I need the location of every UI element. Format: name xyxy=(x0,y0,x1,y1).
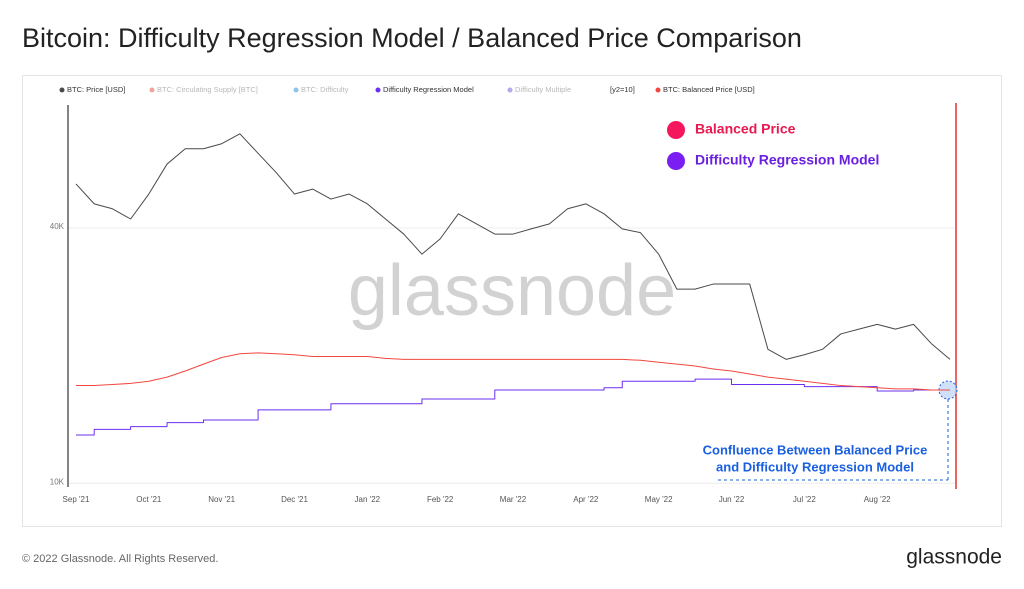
legend-marker xyxy=(59,87,65,93)
x-tick-label: Jun '22 xyxy=(719,495,745,504)
x-tick-label: Jul '22 xyxy=(793,495,816,504)
legend-label: BTC: Circulating Supply [BTC] xyxy=(157,85,258,94)
watermark: glassnode xyxy=(348,251,676,331)
legend-note: [y2=10] xyxy=(610,85,635,94)
annotation-label: Difficulty Regression Model xyxy=(695,152,879,168)
copyright: © 2022 Glassnode. All Rights Reserved. xyxy=(22,553,218,565)
legend-label: Difficulty Regression Model xyxy=(383,85,474,94)
x-tick-label: Mar '22 xyxy=(500,495,527,504)
annotation-label: Balanced Price xyxy=(695,121,796,137)
y-tick-label: 40K xyxy=(50,222,65,231)
chart-frame xyxy=(22,75,1002,527)
x-tick-label: May '22 xyxy=(645,495,673,504)
x-tick-label: Dec '21 xyxy=(281,495,308,504)
legend-marker xyxy=(507,87,513,93)
x-tick-label: Jan '22 xyxy=(355,495,381,504)
callout-text: Confluence Between Balanced Price xyxy=(703,442,928,457)
legend-label: BTC: Balanced Price [USD] xyxy=(663,85,755,94)
legend-marker xyxy=(293,87,299,93)
legend-label: Difficulty Multiple xyxy=(515,85,571,94)
callout-text: and Difficulty Regression Model xyxy=(716,459,914,474)
legend-label: BTC: Price [USD] xyxy=(67,85,125,94)
series-line xyxy=(76,352,950,391)
x-tick-label: Sep '21 xyxy=(63,495,90,504)
series-line xyxy=(75,133,951,360)
legend-label: BTC: Difficulty xyxy=(301,85,349,94)
x-tick-label: Feb '22 xyxy=(427,495,454,504)
x-tick-label: Aug '22 xyxy=(864,495,891,504)
legend-marker xyxy=(149,87,155,93)
x-tick-label: Oct '21 xyxy=(136,495,162,504)
page-title: Bitcoin: Difficulty Regression Model / B… xyxy=(22,23,802,53)
series-line xyxy=(76,378,950,436)
legend-marker xyxy=(655,87,661,93)
legend-marker xyxy=(375,87,381,93)
footer-logo: glassnode xyxy=(906,546,1002,569)
annotation-marker xyxy=(667,152,685,170)
x-tick-label: Apr '22 xyxy=(573,495,599,504)
x-tick-label: Nov '21 xyxy=(208,495,235,504)
annotation-marker xyxy=(667,121,685,139)
y-tick-label: 10K xyxy=(50,477,65,486)
